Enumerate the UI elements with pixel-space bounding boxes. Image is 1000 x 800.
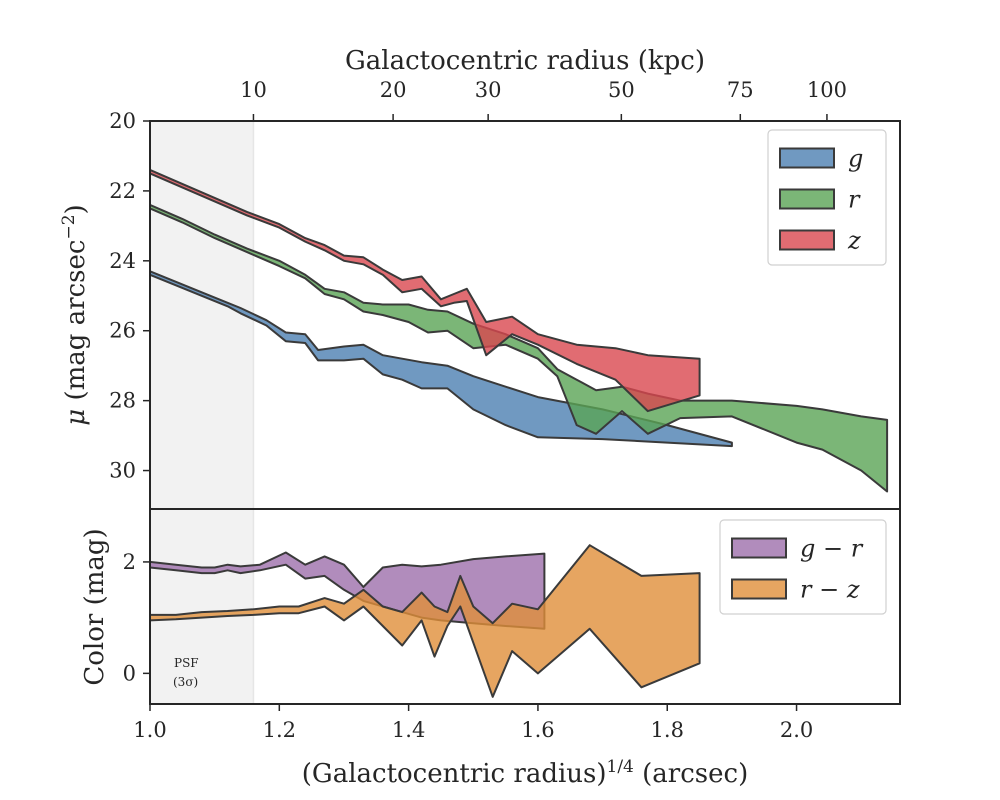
top-x-tick-label: 10: [240, 78, 267, 102]
top-y-axis-label-symbol: μ: [61, 409, 91, 426]
x-axis-label-text: (Galactocentric radius): [302, 759, 607, 789]
psf-shade: [150, 121, 255, 704]
top-y-tick-label: 30: [109, 459, 136, 483]
bottom-y-axis-label: Color (mag): [80, 528, 110, 685]
psf-label-line1: PSF: [174, 656, 199, 670]
area-series-rz: [149, 544, 701, 698]
top-y-tick-label: 26: [109, 319, 136, 343]
top-y-axis-label-sup: −2: [59, 214, 79, 239]
top-x-tick-label: 50: [608, 78, 635, 102]
x-axis-label: (Galactocentric radius)1/4 (arcsec): [302, 757, 748, 789]
legend-entry: g: [848, 145, 863, 173]
axis-ticks: 1.0 1.2 1.4 1.6 1.8 2.010 20 30 50 75 100202224262…: [109, 78, 847, 742]
psf-label-line2: (3σ): [173, 675, 198, 689]
bottom-panel-frame: [149, 508, 901, 705]
legend-entry: g − r: [800, 535, 864, 563]
top-y-tick-label: 24: [109, 249, 136, 273]
x-axis-label-suffix: (arcsec): [634, 759, 748, 789]
top-y-axis-label-text: (mag arcsec: [61, 240, 91, 409]
psf-shade-bottom: [150, 509, 254, 704]
x-tick-label: 2.0: [780, 718, 813, 742]
bottom-panel-areas: [149, 544, 701, 698]
legend-swatch: [731, 537, 787, 559]
top-y-tick-label: 22: [109, 179, 136, 203]
top-y-tick-label: 20: [109, 109, 136, 133]
psf-shade-top: [150, 121, 254, 509]
x-axis-label-sup: 1/4: [607, 757, 634, 777]
bottom-legend: g − r r − z: [719, 519, 887, 615]
x-tick-label: 1.4: [392, 718, 425, 742]
legend-swatch: [731, 578, 787, 600]
legend-swatch: [779, 229, 835, 251]
x-tick-label: 1.8: [651, 718, 684, 742]
bottom-y-tick-label: 0: [123, 661, 136, 685]
top-x-tick-label: 20: [380, 78, 407, 102]
area-series-z: [149, 168, 701, 413]
top-axis-label: Galactocentric radius (kpc): [345, 46, 705, 76]
x-tick-label: 1.0: [133, 718, 166, 742]
x-tick-label: 1.2: [263, 718, 296, 742]
top-y-axis-label-close: ): [61, 204, 91, 214]
area-series-g: [149, 270, 733, 448]
top-x-tick-label: 100: [807, 78, 847, 102]
top-x-tick-label: 30: [475, 78, 502, 102]
legend-swatch: [779, 188, 835, 210]
bottom-y-tick-label: 2: [123, 550, 136, 574]
legend-entry: z: [847, 227, 861, 255]
legend-entry: r − z: [800, 576, 860, 604]
top-legend: grz: [767, 129, 887, 266]
x-tick-label: 1.6: [521, 718, 554, 742]
top-panel-areas: [149, 168, 889, 493]
area-series-r: [149, 203, 889, 493]
top-y-axis-label: μ (mag arcsec−2): [59, 204, 91, 425]
top-y-tick-label: 28: [109, 389, 136, 413]
legend-swatch: [779, 147, 835, 169]
top-x-tick-label: 75: [727, 78, 754, 102]
legend-entry: r: [848, 186, 861, 214]
